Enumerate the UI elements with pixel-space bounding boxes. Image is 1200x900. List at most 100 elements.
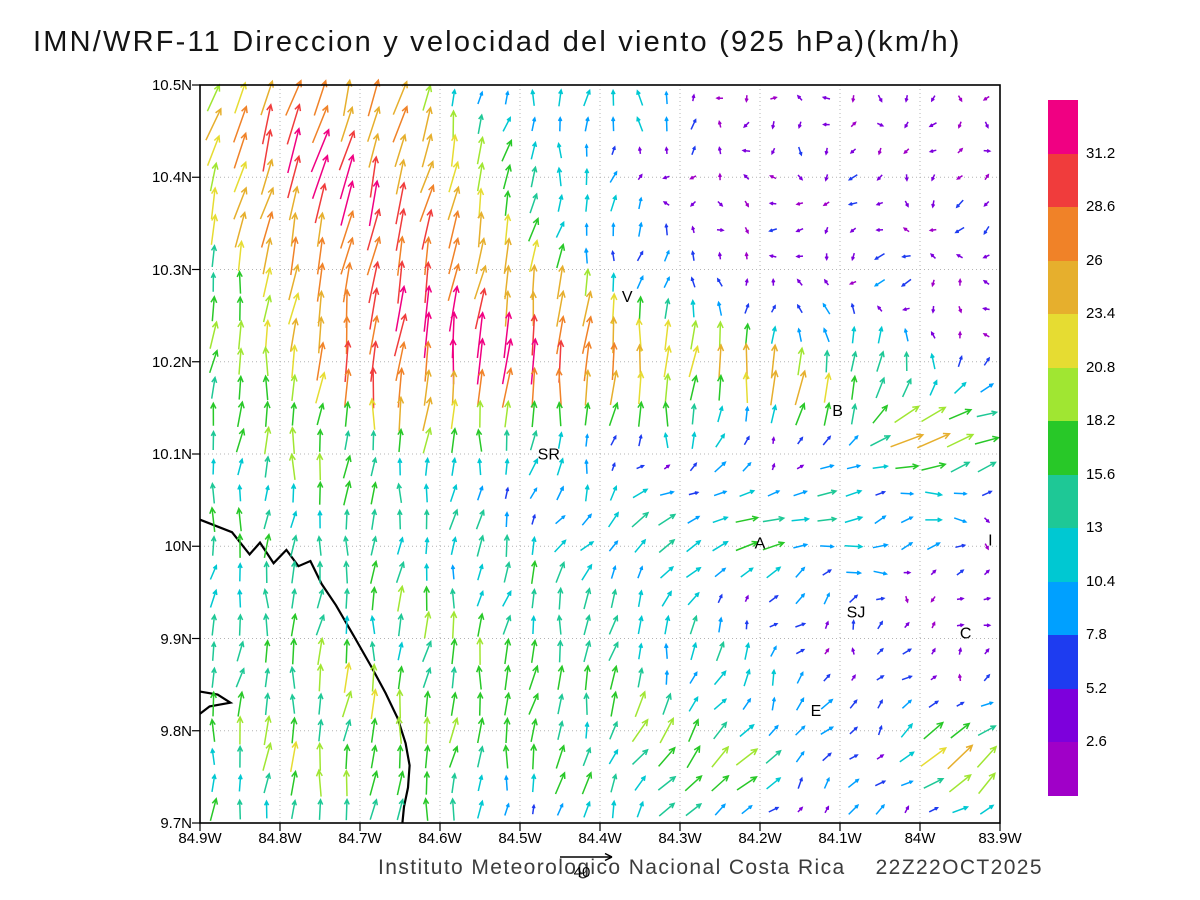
wind-vector [611, 799, 617, 819]
wind-vector [983, 148, 992, 153]
wind-vector [397, 395, 405, 432]
wind-vector [851, 95, 856, 103]
wind-vector [715, 640, 725, 662]
wind-vector [209, 564, 218, 580]
wind-vector [395, 181, 407, 225]
wind-vector [504, 457, 510, 475]
wind-vector [850, 302, 856, 314]
wind-vector [740, 567, 754, 578]
wind-vector [289, 665, 296, 689]
wind-vector [931, 305, 936, 314]
wind-vector [557, 693, 565, 715]
wind-vector [476, 311, 486, 359]
wind-vector [742, 342, 750, 380]
wind-vector [504, 399, 512, 428]
wind-vector [476, 485, 484, 501]
reference-vector-head [604, 852, 613, 862]
wind-vector [849, 227, 857, 233]
y-axis-label: 10.2N [151, 353, 192, 371]
wind-vector [291, 587, 298, 609]
wind-vector [584, 247, 589, 264]
wind-vector [609, 720, 618, 740]
wind-vector [583, 800, 591, 818]
wind-vector [503, 189, 511, 216]
wind-vector [848, 803, 860, 815]
wind-vector [528, 457, 539, 476]
wind-vector [771, 436, 776, 444]
wind-vector [631, 718, 649, 743]
colorbar-segment [1048, 742, 1078, 796]
wind-vector [901, 377, 912, 398]
wind-vector [210, 430, 217, 451]
wind-vector [264, 692, 271, 716]
wind-vector [369, 769, 379, 796]
wind-vector [664, 642, 669, 659]
wind-vector [823, 278, 830, 286]
wind-vector [531, 803, 536, 815]
wind-vector [450, 398, 459, 430]
wind-vector [264, 639, 271, 663]
wind-vector [824, 805, 830, 814]
wind-vector [476, 135, 486, 165]
wind-vector [823, 592, 830, 605]
wind-vector [849, 148, 857, 154]
wind-vector [341, 690, 353, 718]
wind-vector [767, 490, 781, 497]
wind-vector [659, 490, 675, 496]
wind-vector [422, 666, 432, 688]
wind-vector [419, 160, 435, 194]
wind-vector [950, 722, 971, 739]
wind-vector [608, 641, 619, 662]
wind-vector [711, 745, 730, 768]
wind-vector [423, 311, 432, 359]
wind-vector [664, 297, 671, 319]
wind-vector [396, 688, 404, 719]
wind-vector [875, 227, 884, 232]
wind-vector [343, 535, 349, 556]
wind-vector [744, 278, 749, 286]
wind-vector [316, 535, 323, 556]
wind-vector [662, 201, 670, 206]
wind-vector [583, 614, 591, 636]
colorbar-labels: 31.2 28.6 26 23.4 20.8 18.2 15.6 13 10.4 7.8 5.2 2.… [1086, 100, 1156, 796]
wind-vector [451, 772, 457, 794]
wind-vector [263, 425, 272, 455]
wind-vector [796, 671, 804, 684]
wind-vector [904, 595, 909, 604]
wind-vector [768, 201, 777, 206]
wind-vector [877, 147, 882, 156]
colorbar-segment [1048, 528, 1078, 582]
wind-vector [928, 122, 937, 128]
wind-vector [691, 145, 696, 156]
wind-vector [768, 594, 779, 603]
wind-vector [290, 560, 298, 584]
wind-vector [875, 376, 886, 399]
wind-vector [289, 426, 297, 454]
wind-vector [423, 284, 433, 332]
wind-vector [849, 699, 858, 709]
wind-vector [501, 366, 514, 408]
wind-vector [584, 167, 590, 186]
wind-vector [502, 163, 512, 190]
wind-vector [820, 464, 835, 470]
wind-vector [395, 340, 407, 382]
wind-vector [290, 373, 298, 401]
wind-vector [450, 666, 457, 689]
reference-vector-label: 40 [574, 864, 591, 881]
wind-vector [607, 511, 620, 528]
wind-vector [503, 429, 510, 451]
wind-vector [422, 797, 430, 821]
wind-vector [771, 147, 776, 156]
wind-vector [476, 716, 485, 744]
wind-vector [369, 559, 379, 584]
wind-vector [690, 319, 699, 350]
wind-vector [263, 799, 270, 819]
wind-vector [984, 543, 989, 551]
wind-vector [315, 371, 327, 404]
wind-vector [476, 590, 484, 607]
wind-vector [581, 771, 593, 795]
wind-vector [555, 561, 566, 583]
wind-vector [900, 491, 915, 496]
wind-vector [611, 145, 616, 156]
wind-vector [820, 726, 835, 735]
